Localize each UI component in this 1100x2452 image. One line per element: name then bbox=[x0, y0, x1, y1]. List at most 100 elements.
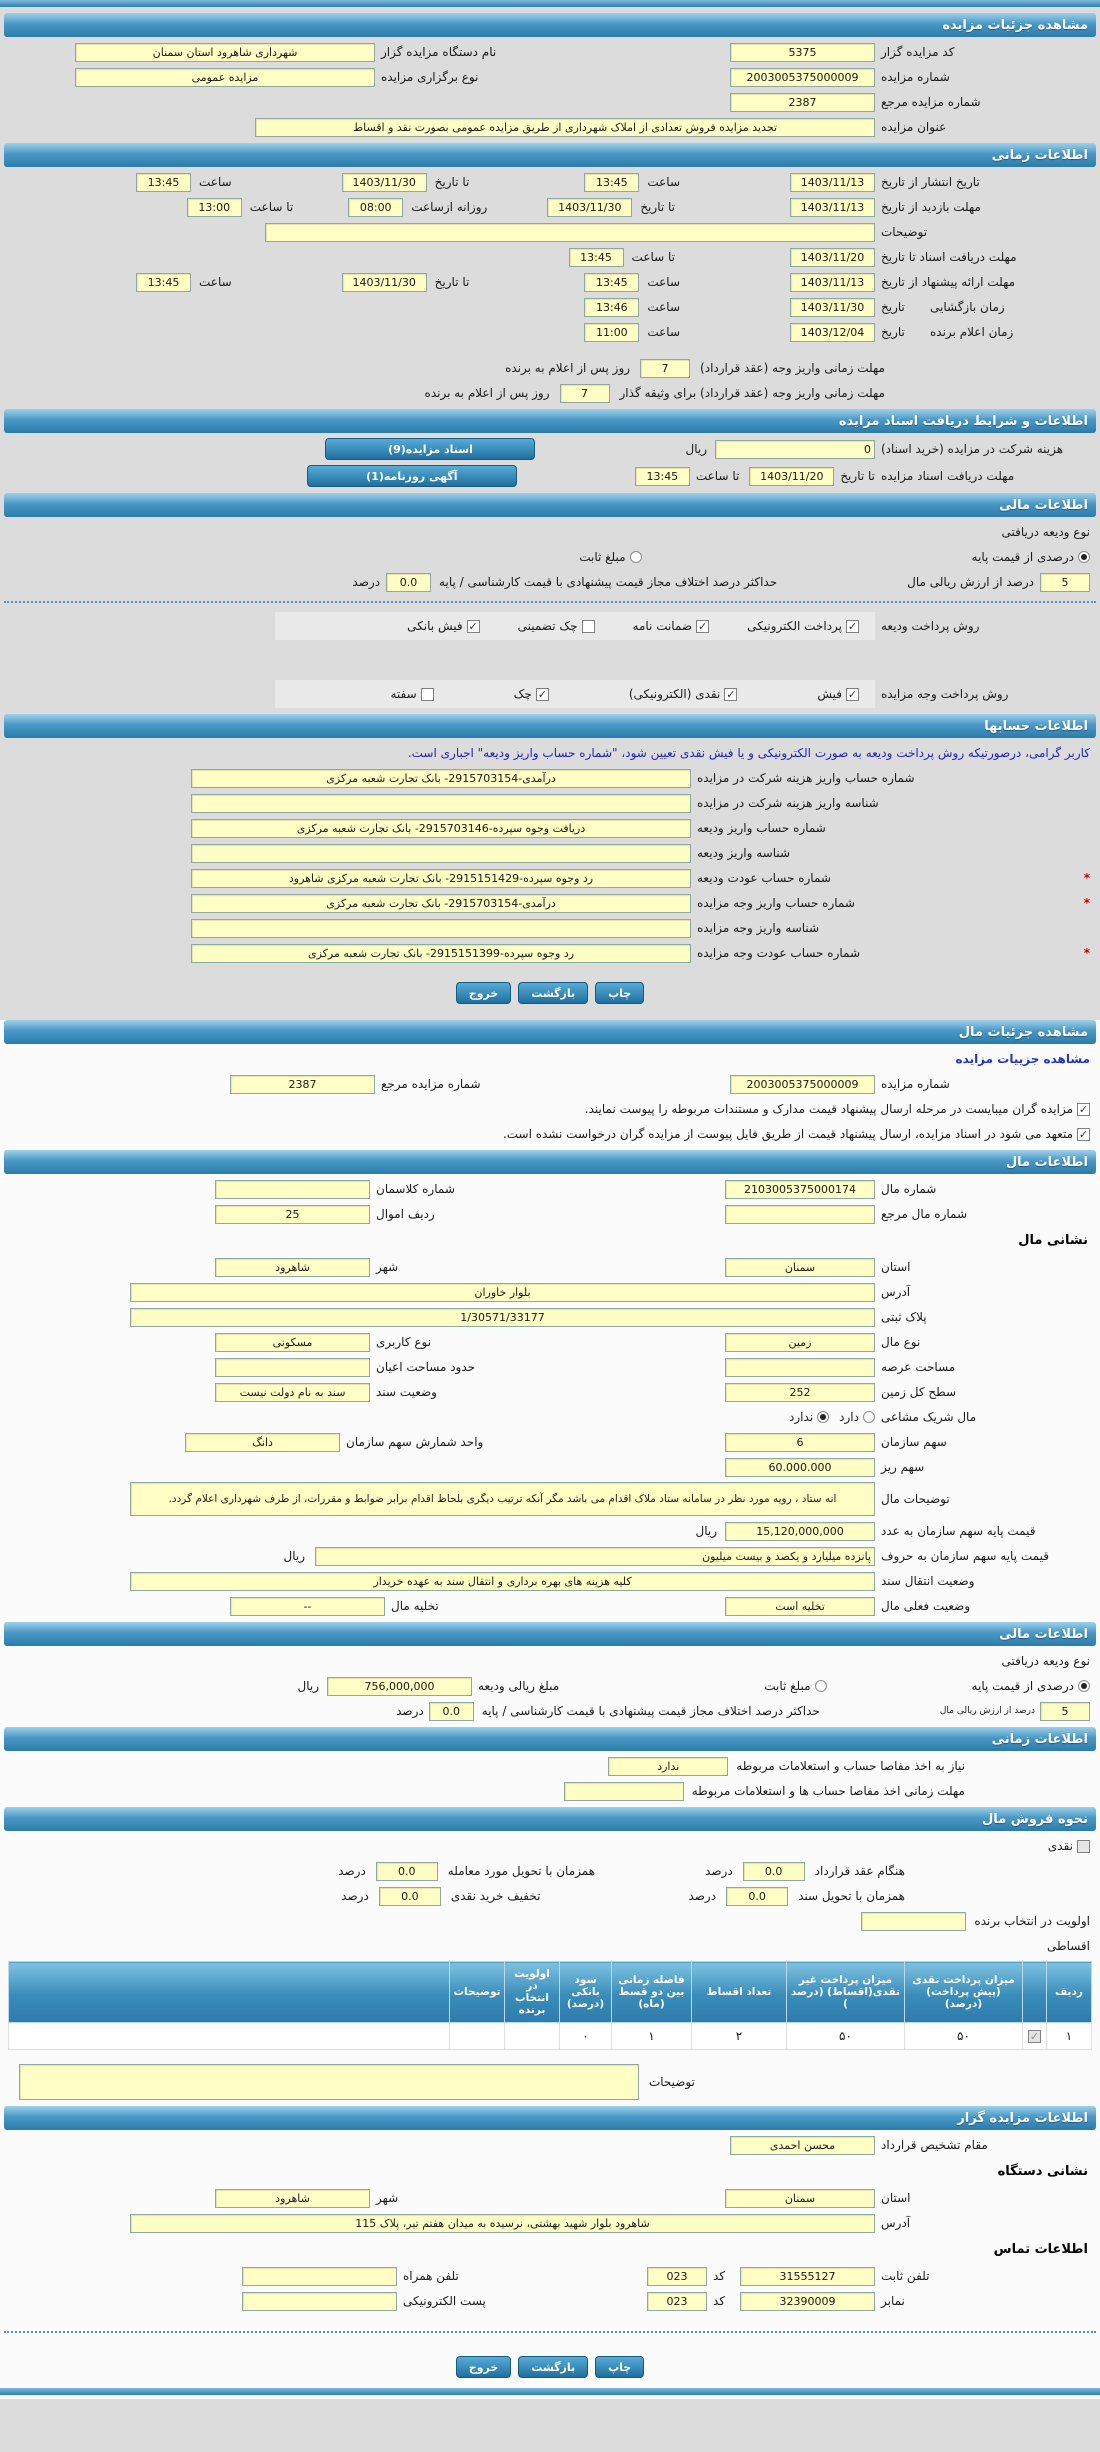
input-doc-receive-date[interactable]: 1403/11/20 bbox=[790, 247, 875, 267]
input-offer-from-time[interactable]: 13:45 bbox=[584, 272, 640, 292]
input-mobile[interactable] bbox=[241, 2266, 397, 2286]
input-opening-date[interactable]: 1403/11/30 bbox=[790, 297, 875, 317]
checkbox-bank-slip[interactable]: فیش بانکی bbox=[407, 619, 480, 633]
checkbox-attachment-required[interactable] bbox=[1077, 1102, 1090, 1116]
input-reference-number[interactable]: 2387 bbox=[730, 92, 875, 112]
input-visit-from-date[interactable]: 1403/11/13 bbox=[790, 197, 875, 217]
input-usage-type[interactable]: مسکونی bbox=[215, 1332, 370, 1352]
input-deposit-percent[interactable]: 5 bbox=[1040, 572, 1090, 592]
input-auction-number[interactable]: 2003005375000009 bbox=[730, 1074, 875, 1094]
checkbox-guarantee-letter[interactable]: ضمانت نامه bbox=[633, 619, 710, 633]
input-registration-plate[interactable]: 1/30571/33177 bbox=[130, 1307, 875, 1327]
input-doc-deadline-time[interactable]: 13:45 bbox=[634, 466, 690, 486]
checkbox-cheque[interactable]: چک bbox=[514, 687, 549, 701]
input-participation-fee[interactable]: 0 bbox=[715, 439, 875, 459]
input-auction-payment-id[interactable] bbox=[191, 918, 691, 938]
checkbox-icon[interactable] bbox=[846, 619, 859, 633]
input-agency-province[interactable]: سمنان bbox=[725, 2188, 875, 2208]
input-opening-time[interactable]: 13:46 bbox=[584, 297, 640, 317]
input-item-notes[interactable]: انه ستاد ، رویه مورد نظر در سامانه ستاد … bbox=[130, 1482, 875, 1516]
input-winner-date[interactable]: 1403/12/04 bbox=[790, 322, 875, 342]
input-phone-code[interactable]: 023 bbox=[646, 2266, 707, 2286]
input-deposit-account[interactable]: دریافت وجوه سپرده-2915703146- بانک تجارت… bbox=[191, 818, 691, 838]
checkbox-icon[interactable] bbox=[420, 687, 434, 701]
input-visit-to-date[interactable]: 1403/11/30 bbox=[547, 197, 633, 217]
input-winner-time[interactable]: 11:00 bbox=[584, 322, 640, 342]
input-agency-address[interactable]: شاهرود بلوار شهید بهشتی، نرسیده به میدان… bbox=[130, 2213, 875, 2233]
radio-has-partner[interactable]: دارد bbox=[839, 1410, 875, 1424]
input-total-land[interactable]: 252 bbox=[725, 1382, 875, 1402]
input-sale-notes[interactable] bbox=[18, 2064, 639, 2100]
input-share-unit[interactable]: دانگ bbox=[185, 1432, 340, 1452]
input-publish-from-time[interactable]: 13:45 bbox=[584, 172, 640, 192]
input-base-price-words[interactable]: پانزده میلیارد و یکصد و بیست میلیون bbox=[315, 1546, 875, 1566]
input-winner-priority[interactable] bbox=[861, 1911, 967, 1931]
input-item-type[interactable]: زمین bbox=[725, 1332, 875, 1352]
radio-icon[interactable] bbox=[1078, 1680, 1090, 1692]
input-fax-code[interactable]: 023 bbox=[646, 2291, 707, 2311]
input-timing-notes[interactable] bbox=[265, 222, 875, 242]
input-item-reference[interactable] bbox=[725, 1204, 875, 1224]
checkbox-cash-sale[interactable] bbox=[1077, 1839, 1090, 1853]
radio-icon[interactable] bbox=[814, 1680, 827, 1692]
checkbox-icon[interactable] bbox=[466, 619, 480, 633]
input-cash-discount[interactable]: 0.0 bbox=[378, 1886, 441, 1906]
input-doc-deadline-date[interactable]: 1403/11/20 bbox=[749, 466, 835, 486]
print-button[interactable]: چاپ bbox=[595, 2356, 645, 2378]
back-button[interactable]: بازگشت bbox=[518, 982, 589, 1004]
input-address[interactable]: بلوار خاوران bbox=[130, 1282, 875, 1302]
back-button[interactable]: بازگشت bbox=[518, 2356, 589, 2378]
checkbox-icon[interactable] bbox=[535, 687, 549, 701]
input-max-diff[interactable]: 0.0 bbox=[428, 1701, 474, 1721]
input-current-status[interactable]: تخلیه است bbox=[725, 1596, 875, 1616]
input-base-price-number[interactable]: 15,120,000,000 bbox=[725, 1521, 875, 1541]
input-offer-from-date[interactable]: 1403/11/13 bbox=[790, 272, 875, 292]
radio-icon[interactable] bbox=[1078, 551, 1090, 563]
input-visit-to-time[interactable]: 13:00 bbox=[186, 197, 242, 217]
input-offer-to-time[interactable]: 13:45 bbox=[136, 272, 191, 292]
radio-icon[interactable] bbox=[629, 551, 642, 563]
input-reference-number[interactable]: 2387 bbox=[230, 1074, 375, 1094]
print-button[interactable]: چاپ bbox=[595, 982, 645, 1004]
input-province[interactable]: سمنان bbox=[725, 1257, 875, 1277]
input-at-contract-percent[interactable]: 0.0 bbox=[742, 1861, 805, 1881]
input-deposit-id[interactable] bbox=[191, 843, 691, 863]
input-doc-receive-time[interactable]: 13:45 bbox=[568, 247, 624, 267]
input-auctioneer-code[interactable]: 5375 bbox=[730, 42, 875, 62]
checkbox-cash-electronic[interactable]: نقدی (الکترونیکی) bbox=[629, 687, 738, 701]
input-guarantor-payment-days[interactable]: 7 bbox=[559, 383, 610, 403]
input-organization-share[interactable]: 6 bbox=[725, 1432, 875, 1452]
input-share-detail[interactable]: 60.000.000 bbox=[725, 1457, 875, 1477]
input-agency-city[interactable]: شاهرود bbox=[215, 2188, 370, 2208]
radio-no-partner[interactable]: ندارد bbox=[789, 1410, 830, 1424]
input-auction-type[interactable]: مزایده عمومی bbox=[75, 67, 375, 87]
input-publish-to-date[interactable]: 1403/11/30 bbox=[341, 172, 427, 192]
input-auction-number[interactable]: 2003005375000009 bbox=[730, 67, 875, 87]
auction-documents-button[interactable]: اسناد مزایده(9) bbox=[325, 438, 536, 460]
input-building-area[interactable] bbox=[215, 1357, 370, 1377]
input-deed-transfer[interactable]: کلیه هزینه های بهره برداری و انتقال سند … bbox=[130, 1571, 875, 1591]
input-auction-return-account[interactable]: رد وجوه سپرده-2915151399- بانک تجارت شعب… bbox=[191, 943, 691, 963]
input-asset-row[interactable]: 25 bbox=[215, 1204, 370, 1224]
input-email[interactable] bbox=[241, 2291, 397, 2311]
radio-icon[interactable] bbox=[817, 1411, 830, 1423]
input-classification-number[interactable] bbox=[215, 1179, 370, 1199]
input-max-diff[interactable]: 0.0 bbox=[386, 572, 432, 592]
exit-button[interactable]: خروج bbox=[455, 2356, 512, 2378]
input-fax[interactable]: 32390009 bbox=[740, 2291, 875, 2311]
exit-button[interactable]: خروج bbox=[455, 982, 512, 1004]
checkbox-slip[interactable]: فیش bbox=[817, 687, 859, 701]
checkbox-icon[interactable] bbox=[724, 687, 738, 701]
radio-fixed-amount[interactable]: مبلغ ثابت bbox=[579, 550, 642, 564]
input-vacating[interactable]: -- bbox=[230, 1596, 385, 1616]
auction-details-link[interactable]: مشاهده جزییات مزایده bbox=[955, 1052, 1090, 1066]
input-clearance-needed[interactable]: ندارد bbox=[608, 1756, 729, 1776]
input-deed-status[interactable]: سند به نام دولت نیست bbox=[215, 1382, 370, 1402]
radio-percent-of-base[interactable]: درصدی از قیمت پایه bbox=[972, 1679, 1090, 1693]
input-visit-from-time[interactable]: 08:00 bbox=[348, 197, 404, 217]
input-auction-title[interactable]: تجدید مزایده فروش تعدادی از املاک شهردار… bbox=[255, 117, 875, 137]
input-land-area[interactable] bbox=[725, 1357, 875, 1377]
input-contract-authority[interactable]: محسن احمدی bbox=[730, 2135, 875, 2155]
input-at-delivery-percent[interactable]: 0.0 bbox=[375, 1861, 438, 1881]
input-publish-to-time[interactable]: 13:45 bbox=[136, 172, 191, 192]
